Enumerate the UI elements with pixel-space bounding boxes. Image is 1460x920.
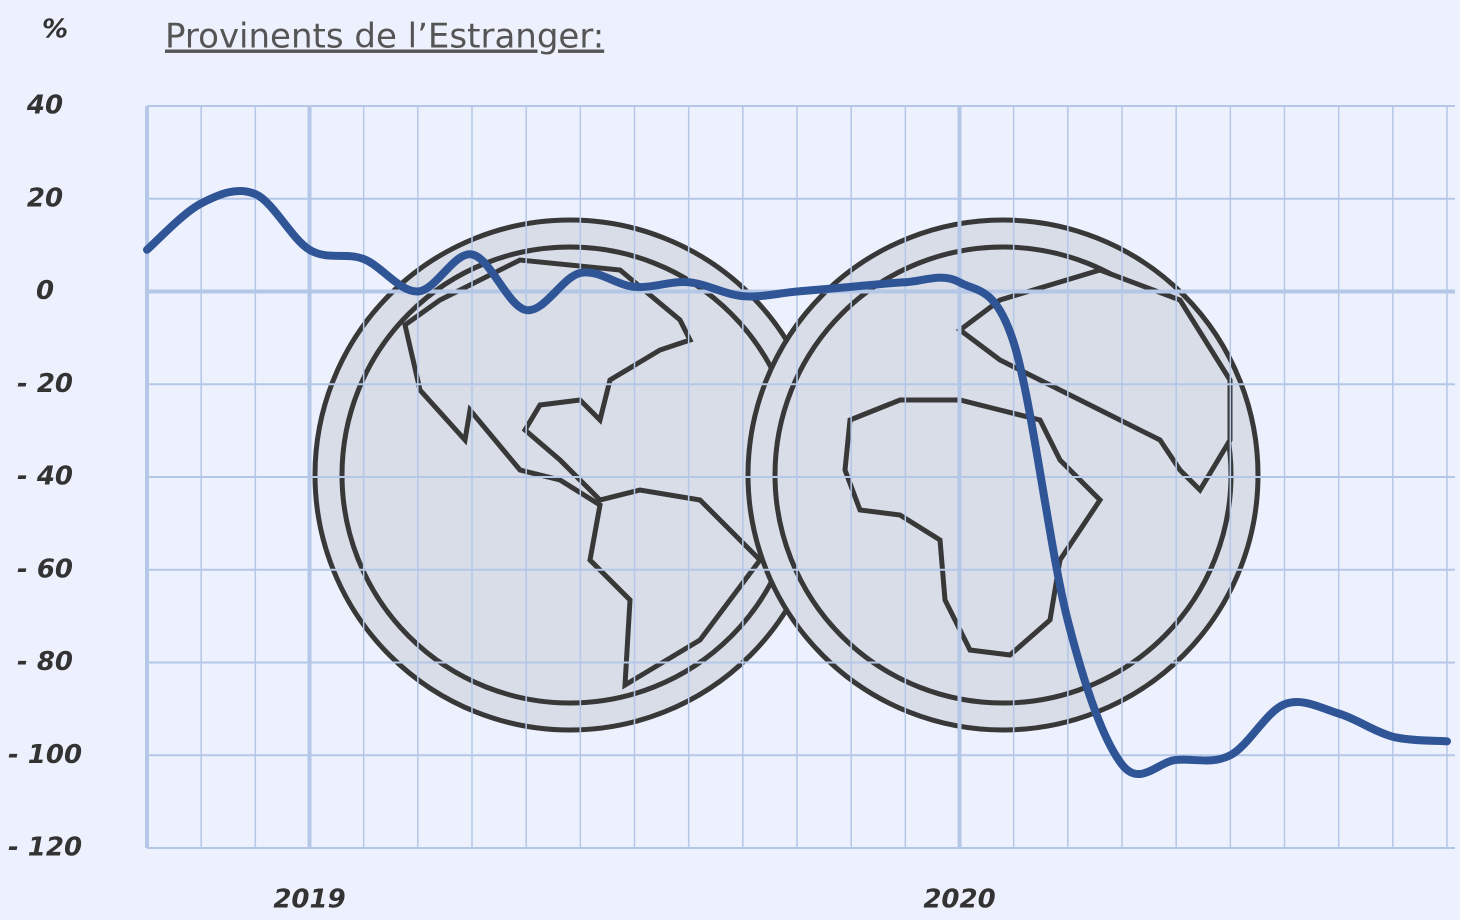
y-tick-label: 0 — [36, 276, 54, 306]
y-tick-label: - 60 — [17, 554, 73, 584]
y-tick-label: - 40 — [17, 462, 73, 492]
y-tick-label: - 80 — [17, 647, 73, 677]
y-tick-label: 20 — [27, 183, 63, 213]
chart-title: Provinents de l’Estranger: — [165, 17, 604, 57]
y-tick-label: - 20 — [17, 369, 73, 399]
y-tick-label: - 100 — [8, 740, 82, 770]
x-tick-label: 2020 — [923, 885, 995, 915]
y-tick-label: 40 — [26, 91, 63, 121]
marks — [143, 186, 1451, 778]
y-axis-label: % — [42, 15, 68, 45]
y-tick-label: - 120 — [8, 833, 82, 863]
data-line — [143, 186, 1451, 778]
x-tick-label: 2019 — [273, 885, 345, 915]
